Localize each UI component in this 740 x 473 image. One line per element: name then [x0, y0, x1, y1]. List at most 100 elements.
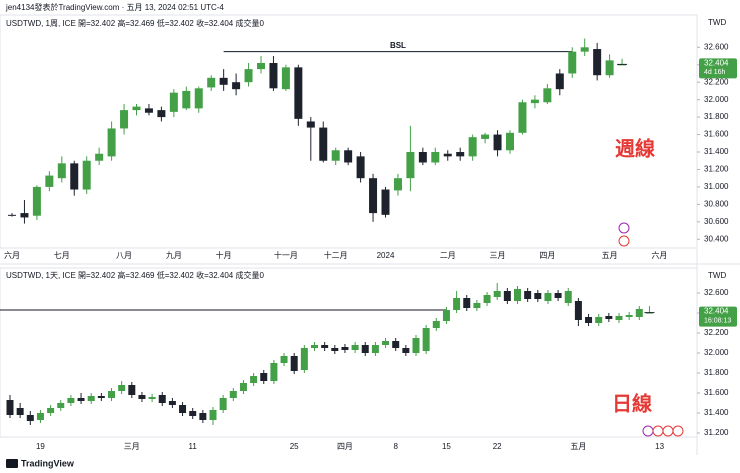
candle-body — [555, 73, 564, 90]
currency: TWD — [708, 18, 726, 27]
candle-body — [182, 90, 191, 109]
candle-body — [361, 345, 369, 353]
y-tick-label: 32.000 — [704, 348, 729, 357]
watermark: 日線 — [612, 391, 652, 415]
candle-body — [393, 178, 402, 191]
candle-body — [311, 345, 318, 348]
candle-body — [280, 356, 288, 363]
candle-body — [132, 106, 141, 111]
credit: jen4134發表於TradingView.com · 五月 13, 2024 … — [5, 2, 224, 12]
candle-body — [406, 152, 415, 179]
candle-body — [158, 395, 166, 403]
candle-body — [605, 60, 614, 76]
y-tick-label: 32.200 — [704, 77, 729, 86]
candle-body — [57, 163, 66, 179]
candle-body — [244, 69, 253, 83]
candle-body — [270, 363, 278, 381]
candle-body — [585, 317, 593, 323]
candle-body — [331, 348, 339, 351]
candle-body — [595, 317, 603, 323]
x-tick-label: 三月 — [490, 251, 506, 260]
x-tick-label: 十一月 — [274, 250, 298, 260]
candle-body — [95, 153, 104, 161]
weekly-pane — [0, 14, 698, 249]
candle-body — [615, 316, 623, 320]
candle-body — [207, 77, 216, 88]
candle-body — [351, 345, 359, 350]
candle-body — [369, 178, 378, 214]
brand: TradingView — [21, 458, 75, 468]
y-tick-label: 31.600 — [704, 130, 729, 139]
candle-body — [229, 391, 237, 398]
price-tag — [699, 58, 737, 79]
watermark: 週線 — [615, 136, 655, 160]
candle-body — [97, 396, 105, 398]
weekly-icons — [618, 222, 630, 247]
candle-body — [453, 298, 461, 310]
y-tick-label: 32.200 — [704, 328, 729, 337]
candle-body — [506, 132, 514, 151]
candle-body — [67, 398, 75, 403]
currency: TWD — [708, 271, 726, 280]
y-tick-label: 31.800 — [704, 112, 729, 121]
candle-body — [16, 408, 24, 415]
price-tag — [699, 306, 737, 327]
candle-body — [344, 150, 353, 163]
candle-body — [392, 341, 400, 348]
level-label: BSL — [390, 41, 406, 50]
daily-icons — [642, 425, 684, 437]
candle-body — [232, 82, 241, 90]
x-tick-label: 8 — [393, 442, 398, 451]
y-tick-label: 31.000 — [704, 182, 729, 191]
candle-body — [118, 385, 126, 391]
candle-body — [157, 110, 166, 118]
x-tick-label: 五月 — [602, 251, 618, 260]
countdown: 16:08:13 — [704, 317, 731, 324]
candle-body — [319, 127, 328, 161]
candle-body — [260, 373, 268, 381]
candle-body — [250, 376, 258, 383]
candle-body — [331, 150, 340, 161]
legend: USDTWD, 1周, ICE 開=32.402 高=32.469 低=32.4… — [6, 18, 264, 28]
candle-body — [443, 153, 452, 157]
y-tick-label: 30.800 — [704, 199, 729, 208]
candle-body — [219, 398, 227, 410]
x-tick-label: 十二月 — [324, 250, 348, 260]
x-tick-label: 九月 — [166, 251, 182, 260]
candle-body — [412, 338, 420, 353]
x-tick-label: 六月 — [651, 250, 667, 260]
y-tick-label: 31.200 — [704, 165, 729, 174]
candle-body — [568, 51, 577, 74]
y-tick-label: 31.200 — [704, 428, 729, 437]
candle-body — [544, 293, 552, 301]
candle-body — [456, 152, 465, 157]
candle-body — [524, 291, 532, 299]
y-tick-label: 30.400 — [704, 234, 729, 243]
x-tick-label: 四月 — [539, 251, 555, 260]
x-tick-label: 五月 — [570, 442, 586, 451]
candle-body — [194, 88, 203, 109]
candle-body — [138, 395, 146, 399]
x-tick-label: 25 — [290, 442, 299, 451]
candle-body — [169, 92, 178, 112]
x-tick-label: 2024 — [377, 251, 395, 260]
candle-body — [128, 385, 136, 395]
x-tick-label: 六月 — [4, 250, 20, 260]
candle-body — [219, 77, 228, 85]
x-tick-label: 三月 — [124, 442, 140, 451]
candle-body — [144, 108, 153, 113]
x-tick-label: 13 — [655, 442, 664, 451]
candle-body — [57, 403, 65, 408]
candle-body — [257, 62, 265, 70]
x-tick-label: 十月 — [216, 250, 232, 260]
candle-body — [6, 400, 14, 415]
candle-body — [77, 398, 85, 401]
candle-body — [635, 309, 643, 317]
price-tag-value: 32.404 — [704, 59, 729, 68]
y-tick-label: 32.600 — [704, 288, 729, 297]
candle-body — [483, 295, 491, 303]
candle-body — [371, 345, 379, 353]
candle-body — [108, 391, 115, 398]
candle-body — [473, 303, 481, 308]
